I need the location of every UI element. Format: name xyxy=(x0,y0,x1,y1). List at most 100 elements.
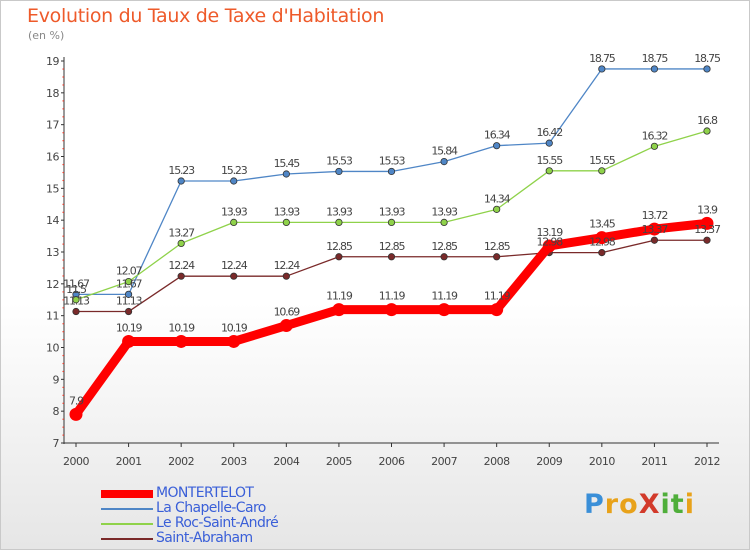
data-label: 11.5 xyxy=(66,283,87,296)
data-label: 12.98 xyxy=(589,236,616,249)
y-minor-tick xyxy=(62,418,64,420)
x-tick-label: 2006 xyxy=(379,455,405,468)
y-minor-tick xyxy=(62,171,64,174)
y-tick-label: 17 xyxy=(46,119,59,132)
x-tick-label: 2001 xyxy=(116,455,142,468)
y-minor-tick xyxy=(62,291,64,293)
brand-letter: i xyxy=(684,489,695,520)
data-point xyxy=(598,249,606,257)
y-minor-tick xyxy=(62,140,64,142)
data-label: 11.67 xyxy=(63,277,90,290)
chart-title: Evolution du Taux de Taxe d'Habitation xyxy=(27,5,385,27)
brand-letter: r xyxy=(604,489,620,520)
data-point xyxy=(282,218,290,226)
data-label: 10.69 xyxy=(274,306,301,319)
y-minor-tick xyxy=(62,323,64,325)
y-minor-tick xyxy=(62,163,64,166)
legend-label: MONTERTELOT xyxy=(156,485,254,501)
data-point xyxy=(437,303,451,317)
data-label: 11.13 xyxy=(63,295,90,308)
data-point xyxy=(332,303,346,317)
legend-swatch xyxy=(101,523,153,525)
data-label: 13.93 xyxy=(326,205,353,218)
y-minor-tick xyxy=(62,362,64,365)
data-point xyxy=(387,218,396,226)
data-point xyxy=(387,253,396,261)
data-label: 11.13 xyxy=(116,295,143,308)
y-minor-tick xyxy=(62,132,64,134)
data-label: 12.07 xyxy=(116,265,143,278)
y-minor-tick xyxy=(62,307,64,309)
data-point xyxy=(335,253,343,261)
brand-letter: P xyxy=(584,489,605,520)
y-minor-tick xyxy=(62,195,64,197)
data-point xyxy=(279,319,293,333)
y-minor-tick xyxy=(62,394,64,396)
x-tick-label: 2004 xyxy=(273,455,299,468)
data-point xyxy=(545,167,553,175)
data-point xyxy=(700,216,714,230)
data-label: 12.24 xyxy=(221,259,248,272)
data-label: 11.19 xyxy=(484,290,511,303)
y-tick-label: 11 xyxy=(46,310,59,323)
data-label: 13.9 xyxy=(697,203,718,216)
data-point xyxy=(385,303,398,317)
series-layer xyxy=(69,65,714,421)
y-tick-label: 16 xyxy=(46,151,59,164)
x-tick-label: 2009 xyxy=(536,455,562,468)
data-point xyxy=(542,239,556,253)
y-tick-label: 9 xyxy=(53,373,60,386)
data-label: 13.93 xyxy=(221,205,248,218)
data-label: 13.19 xyxy=(537,226,564,239)
data-label: 10.19 xyxy=(168,321,195,334)
y-minor-tick xyxy=(62,402,64,404)
x-tick-label: 2000 xyxy=(63,455,89,468)
data-label: 13.27 xyxy=(168,226,195,239)
y-minor-tick xyxy=(62,354,64,357)
y-minor-tick xyxy=(62,370,64,373)
data-label: 15.84 xyxy=(431,145,458,158)
data-point xyxy=(440,218,448,226)
y-minor-tick xyxy=(62,227,64,229)
data-point xyxy=(230,218,238,226)
y-tick-label: 8 xyxy=(53,405,60,418)
data-point xyxy=(493,253,501,261)
y-minor-tick xyxy=(62,179,64,182)
data-label: 12.85 xyxy=(379,240,406,253)
data-label: 15.53 xyxy=(326,154,353,167)
data-point xyxy=(598,65,606,73)
y-minor-tick xyxy=(62,76,64,78)
data-label: 12.85 xyxy=(326,240,353,253)
data-label: 11.19 xyxy=(431,290,458,303)
data-point xyxy=(227,334,241,348)
data-label: 12.85 xyxy=(431,240,458,253)
data-point xyxy=(230,177,238,185)
data-label: 11.19 xyxy=(326,290,353,303)
data-point xyxy=(72,307,80,316)
data-label: 12.98 xyxy=(537,236,564,249)
y-minor-tick xyxy=(62,235,64,237)
data-label: 18.75 xyxy=(642,52,669,65)
data-point xyxy=(282,272,290,280)
data-point xyxy=(595,231,609,245)
data-label: 12.24 xyxy=(274,259,301,272)
y-minor-tick xyxy=(62,331,64,333)
chart-axes: 7 8 9 10 11 12 13 14 15 16 17 18 19 2000 2001 2002 2003 2… xyxy=(46,55,721,468)
data-point xyxy=(387,167,396,176)
data-label: 13.93 xyxy=(431,205,458,218)
data-point xyxy=(650,65,659,73)
data-point xyxy=(440,253,448,261)
data-point xyxy=(650,236,659,244)
y-minor-tick xyxy=(62,267,64,269)
data-point xyxy=(703,236,711,244)
brand-letter: i xyxy=(660,489,671,520)
y-tick-label: 19 xyxy=(46,55,59,68)
y-minor-tick xyxy=(62,84,64,86)
data-point xyxy=(124,278,133,286)
data-point xyxy=(703,65,711,73)
legend-swatch xyxy=(101,508,153,510)
y-tick-label: 18 xyxy=(46,87,59,100)
brand-letter: o xyxy=(619,489,639,520)
